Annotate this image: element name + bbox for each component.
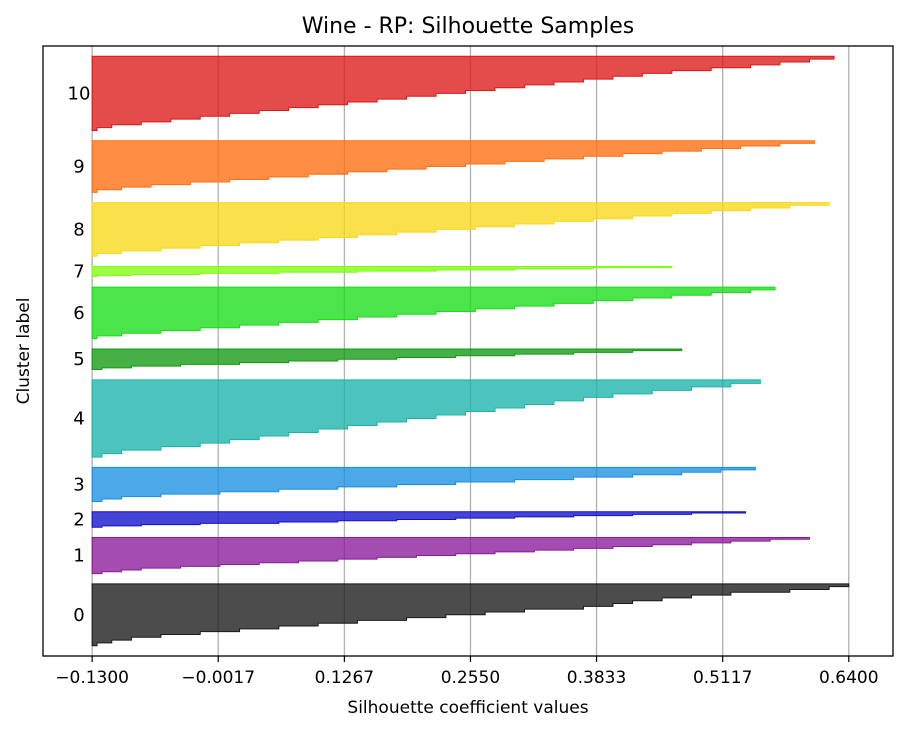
x-tick-label: 0.3833 <box>567 668 626 688</box>
cluster-label-5: 5 <box>73 349 84 370</box>
cluster-label-7: 7 <box>73 262 84 283</box>
x-tick-label: 0.6400 <box>819 668 878 688</box>
x-tick-label: −0.0017 <box>181 668 255 688</box>
cluster-band-6 <box>91 286 776 340</box>
x-tick-label: −0.1300 <box>55 668 129 688</box>
cluster-label-4: 4 <box>73 408 84 429</box>
cluster-band-0 <box>91 583 850 647</box>
cluster-band-10 <box>91 55 835 131</box>
cluster-band-3 <box>91 466 756 502</box>
cluster-label-6: 6 <box>73 303 84 324</box>
cluster-label-2: 2 <box>73 509 84 530</box>
cluster-label-9: 9 <box>73 157 84 178</box>
cluster-band-7 <box>91 266 673 278</box>
cluster-label-8: 8 <box>73 219 84 240</box>
cluster-band-4 <box>91 379 761 458</box>
x-axis-label: Silhouette coefficient values <box>347 698 588 718</box>
cluster-band-1 <box>91 537 810 575</box>
cluster-label-3: 3 <box>73 474 84 495</box>
cluster-band-9 <box>91 140 815 193</box>
x-ticks: −0.1300 −0.0017 0.1267 0.2550 0.3833 0.5117 0.… <box>55 656 879 688</box>
x-tick-label: 0.2550 <box>441 668 500 688</box>
y-axis-label: Cluster label <box>14 298 34 405</box>
cluster-band-8 <box>91 202 830 257</box>
x-tick-label: 0.5117 <box>693 668 752 688</box>
cluster-label-10: 10 <box>68 83 91 104</box>
cluster-band-2 <box>91 511 747 528</box>
cluster-band-5 <box>91 348 683 371</box>
x-tick-label: 0.1267 <box>315 668 374 688</box>
cluster-labels: 0 1 2 3 4 5 6 7 8 9 10 <box>68 83 91 625</box>
cluster-label-1: 1 <box>73 546 84 567</box>
chart-title: Wine - RP: Silhouette Samples <box>302 14 635 39</box>
silhouette-bands <box>91 55 850 647</box>
cluster-label-0: 0 <box>73 605 84 626</box>
plot-frame <box>42 45 894 657</box>
